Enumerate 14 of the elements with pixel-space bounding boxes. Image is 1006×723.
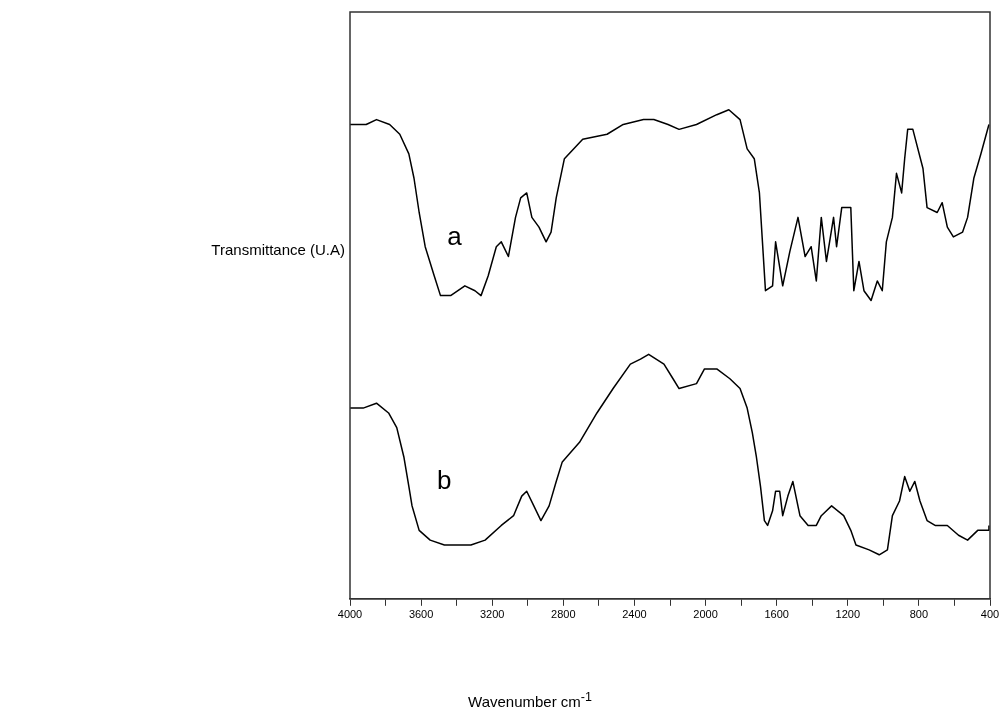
series-label: b: [436, 465, 452, 496]
y-axis-title: Transmittance (U.A): [210, 241, 345, 258]
x-tick-label: 2800: [551, 608, 576, 621]
x-tick-label: 3600: [408, 608, 434, 621]
x-tick-label: 3200: [479, 608, 505, 621]
x-tick-label: 2400: [622, 608, 647, 621]
x-tick-label: 800: [909, 608, 929, 621]
series-label: a: [447, 220, 463, 251]
x-axis-title: Wavenumber cm$^{-1}$: [467, 690, 593, 710]
x-tick-label: 2000: [693, 608, 718, 621]
x-tick-label: 4000: [337, 608, 363, 621]
x-tick-label: 400: [980, 608, 1000, 621]
x-tick-label: 1600: [764, 608, 789, 621]
x-tick-label: 1200: [835, 608, 861, 621]
